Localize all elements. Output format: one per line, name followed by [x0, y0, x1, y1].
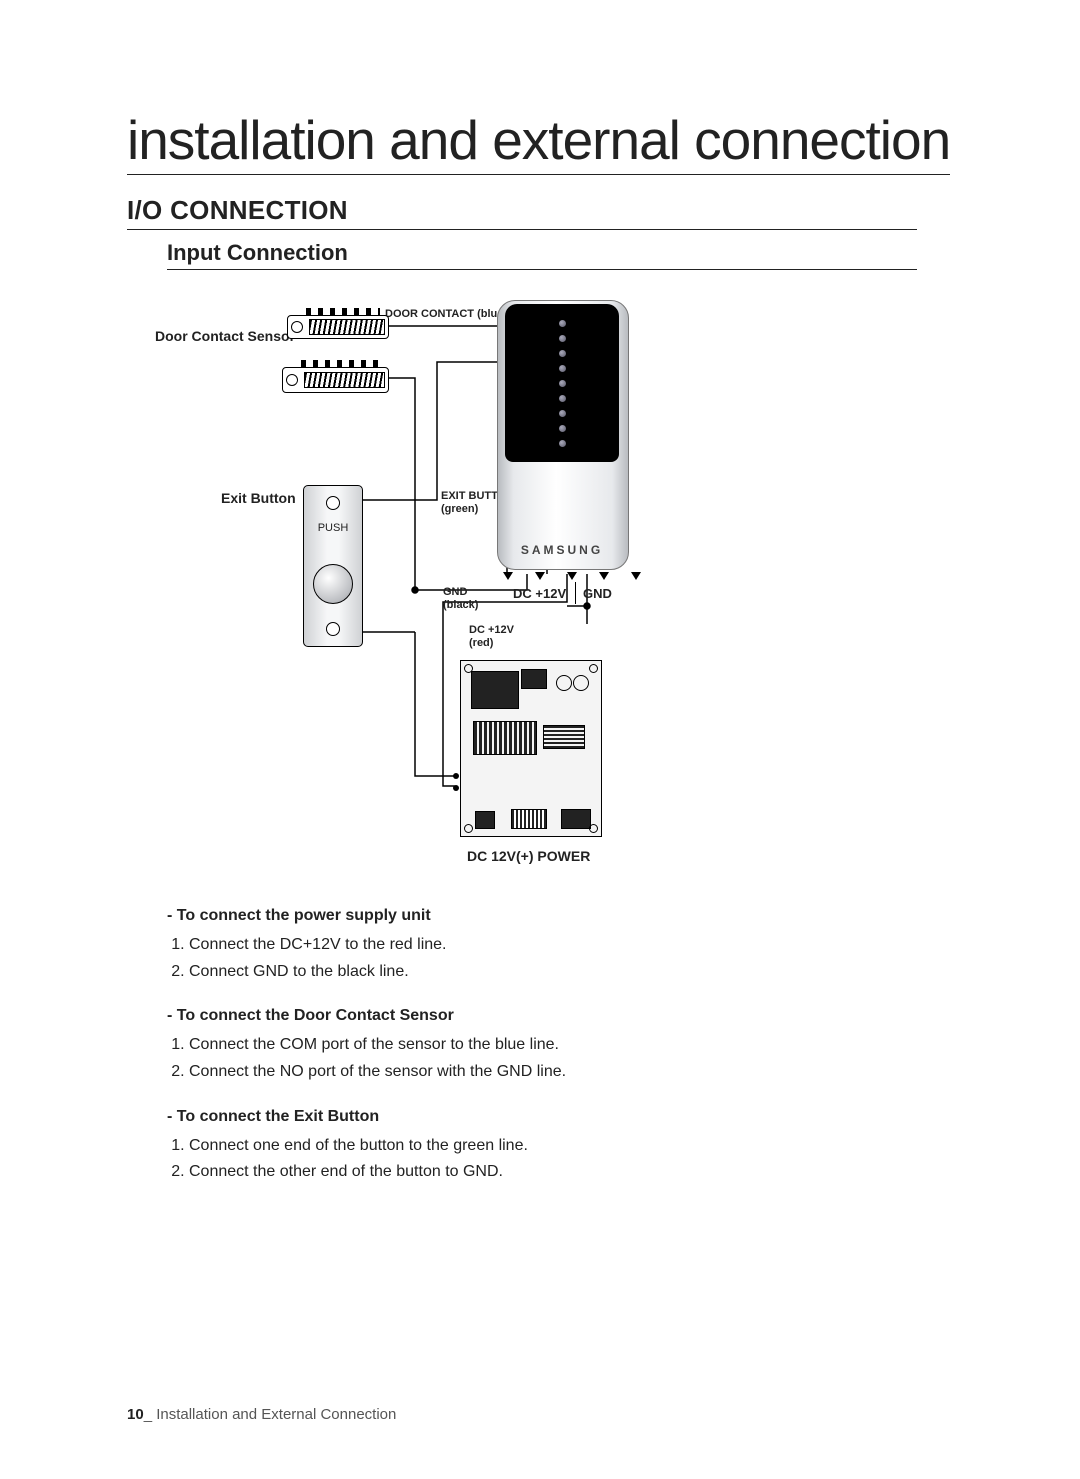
instruction-group-title: - To connect the Door Contact Sensor — [167, 1004, 867, 1029]
instruction-group-title: - To connect the Exit Button — [167, 1105, 867, 1130]
instruction-text: - To connect the power supply unit Conne… — [167, 904, 867, 1205]
document-page: installation and external connection I/O… — [0, 0, 1080, 1479]
instruction-group-title: - To connect the power supply unit — [167, 904, 867, 929]
exit-button-panel-icon: PUSH — [303, 485, 363, 647]
door-sensor-b-icon — [282, 367, 389, 393]
reader-led-column — [559, 320, 566, 447]
label-door-contact-sensor: Door Contact Sensor — [155, 328, 295, 344]
separator — [575, 582, 576, 604]
section-heading: I/O CONNECTION — [127, 195, 917, 230]
instruction-item: Connect one end of the button to the gre… — [189, 1134, 867, 1159]
label-exit-button: Exit Button — [221, 490, 296, 506]
brand-label: SAMSUNG — [497, 543, 627, 557]
reader-pins-icon — [503, 572, 641, 580]
label-door-contact-wire: DOOR CONTACT (blue) — [385, 308, 507, 321]
page-number: 10 — [127, 1406, 144, 1423]
instruction-item: Connect the other end of the button to G… — [189, 1160, 867, 1185]
page-footer: 10_ Installation and External Connection — [127, 1406, 396, 1423]
label-dc12v-wire: DC +12V(red) — [469, 624, 514, 649]
instruction-group: - To connect the power supply unit Conne… — [167, 904, 867, 984]
instruction-item: Connect the COM port of the sensor to th… — [189, 1033, 867, 1058]
instruction-item: Connect the NO port of the sensor with t… — [189, 1060, 867, 1085]
instruction-item: Connect GND to the black line. — [189, 960, 867, 985]
label-pcb-caption: DC 12V(+) POWER — [467, 848, 590, 864]
instruction-group: - To connect the Exit Button Connect one… — [167, 1105, 867, 1185]
instruction-group: - To connect the Door Contact Sensor Con… — [167, 1004, 867, 1084]
footer-title: Installation and External Connection — [152, 1406, 396, 1423]
label-dc12v: DC +12V — [513, 586, 566, 601]
exit-button-push-label: PUSH — [304, 522, 362, 534]
label-gnd: GND — [583, 586, 612, 601]
page-main-title: installation and external connection — [127, 108, 950, 175]
label-gnd-wire: GND(black) — [443, 586, 478, 611]
subsection-heading: Input Connection — [167, 240, 917, 270]
instruction-item: Connect the DC+12V to the red line. — [189, 933, 867, 958]
connection-diagram: Door Contact Sensor DOOR CONTACT (blue) … — [127, 290, 917, 900]
power-pcb-icon — [460, 660, 602, 837]
door-sensor-a-icon — [287, 315, 389, 339]
